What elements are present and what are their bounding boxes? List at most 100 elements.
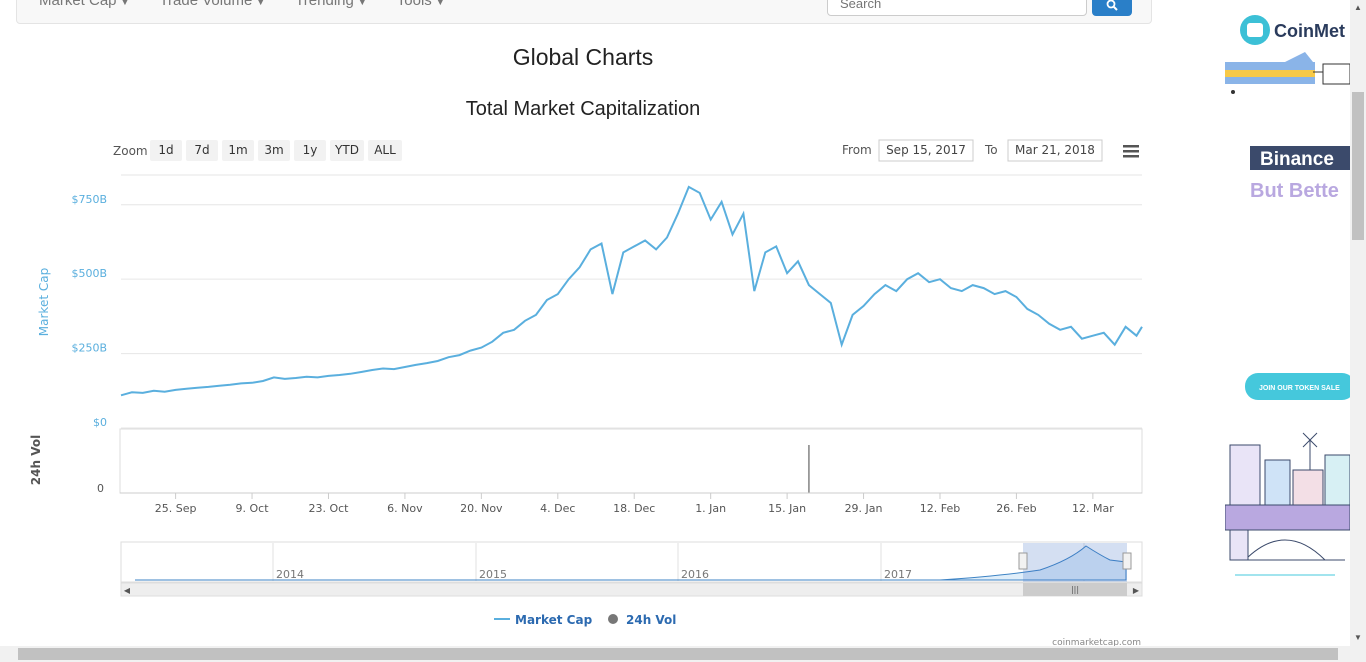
navigator-year-label: 2017: [884, 568, 912, 581]
search-button[interactable]: [1092, 0, 1132, 16]
x-tick-label: 20. Nov: [460, 502, 503, 515]
ad-artwork: CoinMet Binance But Bette JOIN OUR TOKEN…: [1225, 15, 1350, 576]
nav-item-label: Trending: [295, 0, 354, 9]
search-icon: [1106, 0, 1118, 11]
chart-credit[interactable]: coinmarketcap.com: [1052, 638, 1141, 648]
nav-item-trade-volume[interactable]: Trade Volume ▼: [159, 0, 265, 12]
zoom-button-bg: [368, 140, 402, 161]
market-cap-chart: Total Market Capitalization Zoom 1d 7d 1m 3…: [29, 98, 1143, 648]
navigator-scrollbar[interactable]: [120, 582, 1143, 597]
menu-icon[interactable]: [1123, 145, 1139, 158]
zoom-buttons: 1d 7d 1m 3m 1y YTD ALL: [150, 140, 402, 161]
zoom-button-bg: [186, 140, 218, 161]
zoom-button-3m[interactable]: 3m: [258, 140, 290, 161]
x-tick-label: 4. Dec: [540, 502, 575, 515]
navigator[interactable]: [120, 541, 1143, 583]
navigator-year-label: 2014: [276, 568, 304, 581]
zoom-button-bg: [294, 140, 326, 161]
zoom-button-7d[interactable]: 7d: [186, 140, 218, 161]
x-tick-label: 26. Feb: [996, 502, 1036, 515]
legend-label: Market Cap: [515, 613, 593, 627]
zoom-button-label: 7d: [194, 143, 209, 157]
to-label: To: [984, 143, 998, 157]
from-label: From: [842, 143, 872, 157]
top-navbar: Market Cap ▼ Trade Volume ▼ Trending ▼ Tool…: [16, 0, 1152, 24]
zoom-button-bg: [222, 140, 254, 161]
legend-dot-symbol: [608, 614, 618, 624]
nav-item-tools[interactable]: Tools ▼: [397, 0, 445, 12]
x-axis-ticks: 25. Sep 9. Oct 23. Oct 6. Nov 20. Nov 4. Dec 1…: [155, 493, 1114, 515]
nav-item-label: Tools: [396, 0, 432, 9]
scroll-right-icon[interactable]: ▶: [1133, 586, 1140, 595]
airplane-illustration: [1225, 52, 1350, 94]
to-date-input[interactable]: [1007, 139, 1103, 162]
to-date-value: Mar 21, 2018: [1015, 143, 1095, 157]
x-tick-label: 6. Nov: [387, 502, 423, 515]
zoom-button-all[interactable]: ALL: [368, 140, 402, 161]
from-date-input[interactable]: [878, 139, 974, 162]
nav-item-label: Market Cap: [39, 0, 117, 9]
ad-headline-bg: [1250, 146, 1350, 170]
nav-item-market-cap[interactable]: Market Cap ▼: [39, 0, 129, 12]
zoom-button-bg: [258, 140, 290, 161]
navigator-selection[interactable]: [1023, 543, 1127, 582]
x-tick-label: 25. Sep: [155, 502, 197, 515]
caret-down-icon: ▼: [357, 0, 367, 7]
scroll-up-icon[interactable]: ▲: [1350, 0, 1366, 16]
market-cap-series-line[interactable]: [120, 185, 1143, 397]
grip-icon: |||: [1071, 585, 1079, 594]
y-tick-label: $250B: [71, 342, 107, 355]
x-tick-label: 23. Oct: [308, 502, 349, 515]
legend-item-24h-vol[interactable]: 24h Vol: [608, 613, 676, 627]
ad-subheadline: But Bette: [1250, 180, 1339, 202]
zoom-button-1y[interactable]: 1y: [294, 140, 326, 161]
navigator-handle-left[interactable]: [1018, 552, 1028, 570]
navigator-handle-right[interactable]: [1122, 552, 1132, 570]
page-title: Global Charts: [512, 44, 654, 70]
zoom-button-label: ALL: [374, 143, 396, 157]
navigator-scrollbar-thumb[interactable]: [1023, 583, 1127, 596]
y-tick-label: $0: [93, 416, 107, 429]
page-scrollbar-horizontal-thumb[interactable]: [18, 648, 1338, 660]
from-date-value: Sep 15, 2017: [886, 143, 966, 157]
ad-cta-button[interactable]: [1245, 373, 1350, 400]
y-axis-ticks: $0 $250B $500B $750B: [71, 193, 107, 429]
gridlines: [121, 204, 1142, 429]
legend-label: 24h Vol: [626, 613, 676, 627]
x-tick-label: 18. Dec: [613, 502, 655, 515]
x-tick-label: 15. Jan: [768, 502, 806, 515]
x-tick-label: 1. Jan: [695, 502, 726, 515]
navigator-year-label: 2016: [681, 568, 709, 581]
caret-down-icon: ▼: [120, 0, 130, 7]
ad-banner[interactable]: CoinMet Binance But Bette JOIN OUR TOKEN…: [1225, 0, 1350, 662]
chart-title: Total Market Capitalization: [466, 98, 701, 120]
volume-pane: [119, 428, 1143, 494]
legend-item-market-cap[interactable]: Market Cap: [494, 613, 593, 627]
city-illustration: [1225, 432, 1350, 576]
y-axis-title: Market Cap: [37, 268, 51, 336]
zoom-button-ytd[interactable]: YTD: [330, 140, 364, 161]
scroll-down-icon[interactable]: ▼: [1350, 630, 1366, 646]
zoom-button-label: 1y: [303, 143, 318, 157]
zoom-button-label: 1m: [228, 143, 247, 157]
nav-item-label: Trade Volume: [159, 0, 253, 9]
x-tick-label: 12. Mar: [1072, 502, 1114, 515]
ad-cta-label: JOIN OUR TOKEN SALE: [1259, 385, 1340, 392]
page-scrollbar-vertical-thumb[interactable]: [1352, 92, 1364, 240]
x-tick-label: 9. Oct: [236, 502, 270, 515]
nav-links: Market Cap ▼ Trade Volume ▼ Trending ▼ Tool…: [39, 0, 445, 12]
x-tick-label: 12. Feb: [920, 502, 960, 515]
volume-axis-title: 24h Vol: [29, 435, 43, 485]
scroll-left-icon[interactable]: ◀: [124, 586, 131, 595]
zoom-button-label: 3m: [264, 143, 283, 157]
volume-tick-label: 0: [97, 482, 104, 495]
x-tick-label: 29. Jan: [845, 502, 883, 515]
zoom-button-1d[interactable]: 1d: [150, 140, 182, 161]
search-input[interactable]: [827, 0, 1087, 16]
ad-headline: Binance: [1260, 149, 1334, 170]
nav-item-trending[interactable]: Trending ▼: [295, 0, 367, 12]
zoom-button-label: 1d: [158, 143, 173, 157]
y-tick-label: $750B: [71, 193, 107, 206]
zoom-button-1m[interactable]: 1m: [222, 140, 254, 161]
